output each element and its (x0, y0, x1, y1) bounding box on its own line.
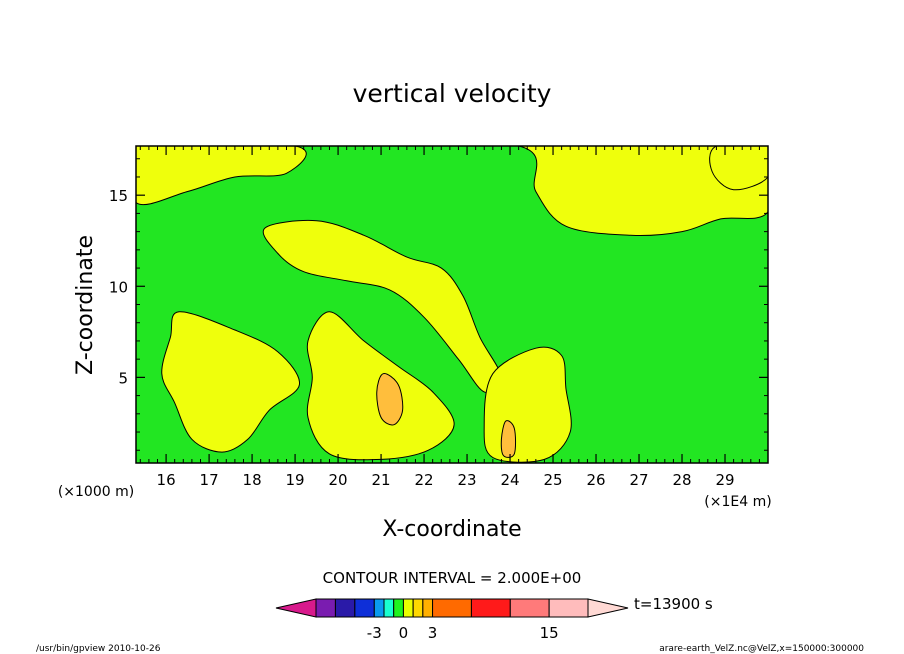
chart-title: vertical velocity (353, 79, 552, 108)
y-axis-label: Z-coordinate (73, 235, 98, 375)
colorbar-label-3: 3 (428, 624, 438, 642)
x-axis-label: X-coordinate (382, 517, 521, 542)
contour-region-orange-7 (376, 373, 404, 426)
x-tick-label-22: 22 (415, 471, 434, 489)
x-tick-label-24: 24 (500, 471, 519, 489)
y-tick-label-5: 5 (118, 369, 128, 387)
colorbar-right-arrow (587, 598, 629, 618)
x-unit-right: (×1E4 m) (704, 494, 771, 510)
x-tick-label-21: 21 (372, 471, 391, 489)
y-tick-labels: 5 10 15 (109, 187, 128, 387)
time-label: t=13900 s (634, 595, 713, 613)
colorbar-cell-11 (509, 598, 550, 618)
plot-area (135, 145, 769, 464)
x-tick-label-29: 29 (715, 471, 734, 489)
footer-left: /usr/bin/gpview 2010-10-26 (36, 644, 161, 654)
colorbar (275, 598, 629, 618)
y-tick-label-15: 15 (109, 187, 128, 205)
axis-ticks (136, 146, 768, 463)
x-tick-label-28: 28 (672, 471, 691, 489)
x-tick-label-16: 16 (157, 471, 176, 489)
colorbar-cell-12 (548, 598, 589, 618)
colorbar-cell-1 (334, 598, 356, 618)
contour-interval: CONTOUR INTERVAL = 2.000E+00 (323, 569, 582, 587)
colorbar-cell-4 (383, 598, 395, 618)
x-tick-label-18: 18 (243, 471, 262, 489)
x-tick-label-23: 23 (458, 471, 477, 489)
x-tick-label-17: 17 (200, 471, 219, 489)
colorbar-cell-7 (412, 598, 424, 618)
colorbar-cell-9 (432, 598, 472, 618)
colorbar-cell-10 (470, 598, 511, 618)
x-tick-label-20: 20 (329, 471, 348, 489)
colorbar-labels: -3 0 3 15 (367, 624, 559, 642)
x-unit-left: (×1000 m) (58, 484, 134, 500)
x-tick-label-27: 27 (629, 471, 648, 489)
colorbar-label-15: 15 (540, 624, 559, 642)
colorbar-cell-5 (393, 598, 404, 618)
footer-right: arare-earth_VelZ.nc@VelZ,x=150000:300000 (659, 644, 864, 654)
contour-region-yellow-4 (161, 311, 300, 453)
colorbar-cell-6 (402, 598, 414, 618)
x-tick-label-26: 26 (586, 471, 605, 489)
x-tick-labels: 16 17 18 19 20 21 22 23 24 25 26 27 28 29 (157, 471, 735, 489)
y-tick-label-10: 10 (109, 278, 128, 296)
contour-regions (136, 146, 768, 463)
contour-region-yellow-2 (709, 146, 768, 191)
colorbar-cell-3 (373, 598, 385, 618)
colorbar-label--3: -3 (367, 624, 382, 642)
colorbar-cell-8 (422, 598, 434, 618)
x-tick-label-19: 19 (286, 471, 305, 489)
colorbar-cell-0 (315, 598, 336, 618)
contour-region-yellow-1 (136, 146, 307, 206)
x-tick-label-25: 25 (543, 471, 562, 489)
colorbar-cell-2 (354, 598, 375, 618)
contour-region-orange-8 (500, 420, 517, 458)
colorbar-left-arrow (275, 598, 317, 618)
colorbar-label-0: 0 (399, 624, 409, 642)
